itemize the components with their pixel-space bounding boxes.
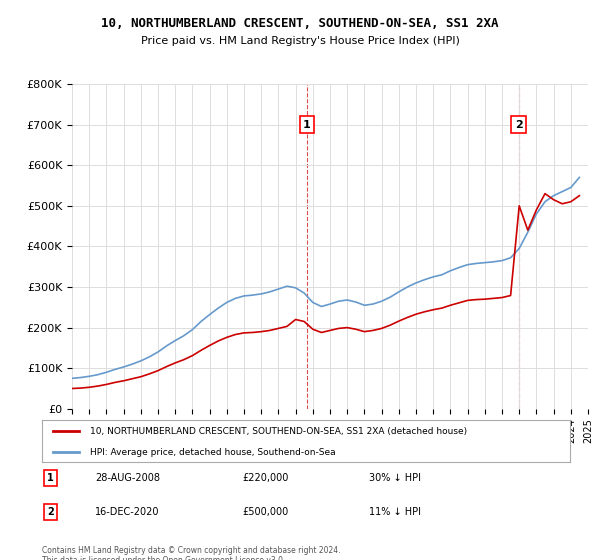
Text: £220,000: £220,000 [242, 473, 289, 483]
Text: 16-DEC-2020: 16-DEC-2020 [95, 507, 160, 517]
Text: 11% ↓ HPI: 11% ↓ HPI [370, 507, 421, 517]
Text: 2: 2 [515, 120, 523, 129]
Text: 1: 1 [47, 473, 54, 483]
Text: £500,000: £500,000 [242, 507, 289, 517]
Text: 10, NORTHUMBERLAND CRESCENT, SOUTHEND-ON-SEA, SS1 2XA (detached house): 10, NORTHUMBERLAND CRESCENT, SOUTHEND-ON… [89, 427, 467, 436]
Text: 30% ↓ HPI: 30% ↓ HPI [370, 473, 421, 483]
Text: Contains HM Land Registry data © Crown copyright and database right 2024.
This d: Contains HM Land Registry data © Crown c… [42, 546, 341, 560]
Text: 1: 1 [303, 120, 311, 129]
Text: 10, NORTHUMBERLAND CRESCENT, SOUTHEND-ON-SEA, SS1 2XA: 10, NORTHUMBERLAND CRESCENT, SOUTHEND-ON… [101, 17, 499, 30]
Text: HPI: Average price, detached house, Southend-on-Sea: HPI: Average price, detached house, Sout… [89, 448, 335, 457]
Text: 2: 2 [47, 507, 54, 517]
Text: Price paid vs. HM Land Registry's House Price Index (HPI): Price paid vs. HM Land Registry's House … [140, 36, 460, 46]
Text: 28-AUG-2008: 28-AUG-2008 [95, 473, 160, 483]
